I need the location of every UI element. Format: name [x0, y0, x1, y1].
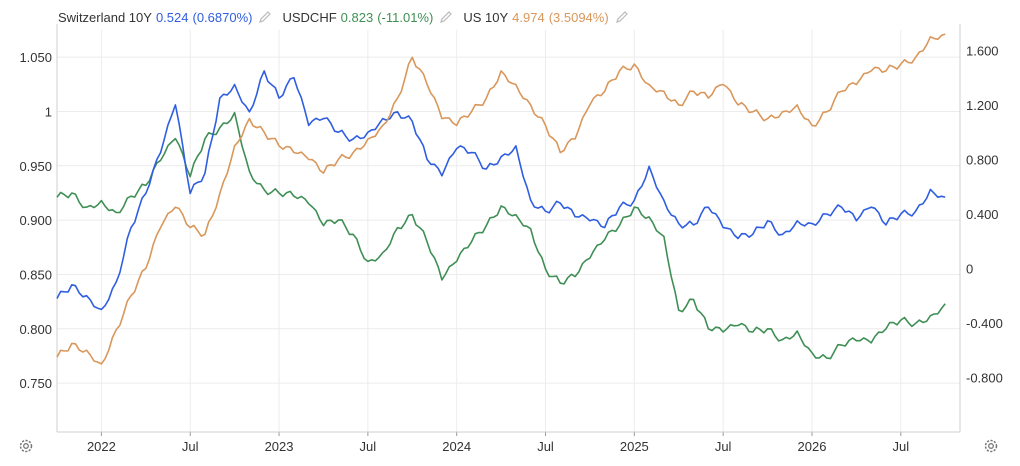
y-tick-label-left: 1: [45, 104, 52, 119]
series-line-usdchf: [56, 111, 946, 360]
y-tick-label-left: 0.900: [19, 213, 52, 228]
y-tick-label-left: 0.750: [19, 376, 52, 391]
y-tick-label-left: 0.800: [19, 322, 52, 337]
y-tick-label-left: 0.850: [19, 267, 52, 282]
pencil-icon[interactable]: [439, 10, 453, 24]
y-tick-label-right: 0.800: [966, 152, 999, 167]
legend-series-value: 4.974: [512, 9, 545, 25]
legend-series-name: USDCHF: [282, 9, 337, 25]
y-tick-label-right: 1.200: [966, 98, 999, 113]
gear-icon[interactable]: [17, 437, 35, 455]
legend-series-value: 0.524: [155, 9, 189, 25]
y-tick-label-right: 1.600: [966, 43, 999, 58]
x-tick-label: 2025: [620, 439, 649, 454]
y-tick-label-left: 1.050: [19, 50, 52, 65]
pencil-icon[interactable]: [615, 10, 629, 24]
x-tick-label: 2026: [798, 439, 827, 454]
legend-series-name: Switzerland 10Y: [58, 9, 152, 25]
pencil-icon[interactable]: [258, 10, 272, 24]
x-tick-label: Jul: [182, 439, 199, 454]
x-tick-label: Jul: [892, 439, 909, 454]
legend-series-value: 0.823: [340, 9, 374, 25]
legend-series-change: (-11.01%): [377, 9, 434, 25]
series-line-us-10y: [56, 33, 946, 365]
y-tick-label-right: 0.400: [966, 207, 999, 222]
legend-series-change: (0.6870%): [192, 9, 253, 25]
legend-item-us-10y[interactable]: US 10Y 4.974 (3.5094%): [463, 10, 628, 25]
legend-item-switzerland-10y[interactable]: Switzerland 10Y 0.524 (0.6870%): [58, 10, 272, 25]
y-tick-label-right: -0.400: [966, 316, 1003, 331]
x-tick-label: Jul: [537, 439, 554, 454]
gear-icon[interactable]: [982, 437, 1000, 455]
x-tick-label: 2022: [87, 439, 116, 454]
x-tick-label: Jul: [360, 439, 377, 454]
x-tick-label: 2024: [442, 439, 471, 454]
y-tick-label-left: 0.950: [19, 159, 52, 174]
legend-item-usdchf[interactable]: USDCHF 0.823 (-11.01%): [282, 10, 453, 25]
legend-series-change: (3.5094%): [548, 9, 609, 25]
y-tick-label-right: 0: [966, 261, 973, 276]
legend: Switzerland 10Y 0.524 (0.6870%) USDCHF 0…: [58, 8, 639, 26]
x-tick-label: Jul: [715, 439, 732, 454]
y-tick-label-right: -0.800: [966, 370, 1003, 385]
x-tick-label: 2023: [265, 439, 294, 454]
series-line-switzerland-10y: [56, 70, 946, 311]
legend-series-name: US 10Y: [463, 9, 509, 25]
